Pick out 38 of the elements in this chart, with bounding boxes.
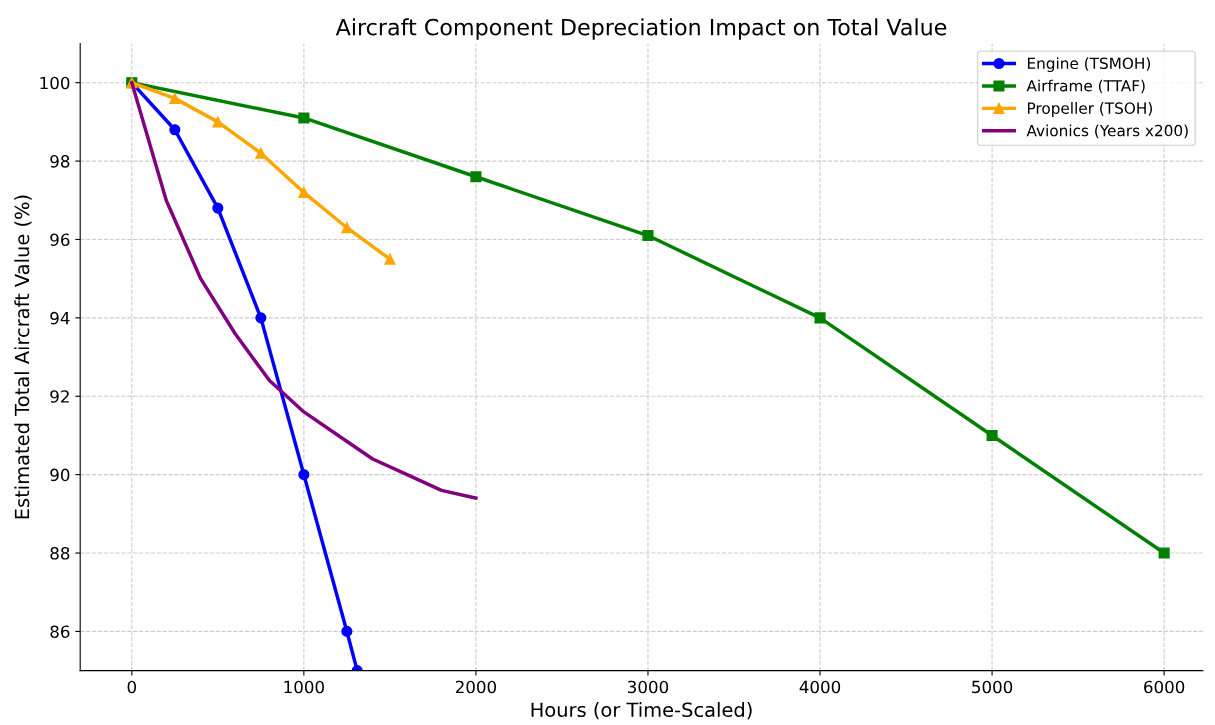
point: [470, 171, 482, 183]
y-tick-label: 94: [50, 311, 70, 325]
x-tick-label: 0: [127, 680, 136, 694]
x-tick-label: 4000: [799, 680, 841, 694]
x-tick-label: 6000: [1144, 680, 1185, 694]
point: [814, 312, 826, 324]
legend-label: Propeller (TSOH): [1027, 102, 1152, 117]
y-tick-label: 88: [50, 547, 70, 560]
y-axis-title: Estimated Total Aircraft Value (%): [14, 195, 32, 519]
point: [384, 253, 396, 265]
legend-label: Engine (TSMOH): [1027, 57, 1151, 73]
y-tick-label: 92: [50, 390, 69, 403]
y-tick-label: 96: [50, 233, 70, 247]
x-tick-label: 1000: [284, 680, 324, 694]
point: [212, 116, 224, 128]
point: [298, 112, 310, 124]
y-tick-label: 90: [50, 468, 70, 482]
point: [255, 312, 267, 324]
x-tick-label: 5000: [972, 680, 1013, 694]
y-tick-label: 100: [40, 76, 70, 90]
y-tick-label: 98: [50, 155, 70, 168]
legend-label: Avionics (Years x200): [1026, 124, 1188, 139]
point: [986, 429, 998, 442]
x-tick-label: 2000: [455, 680, 497, 694]
x-axis-title: Hours (or Time-Scaled): [531, 702, 752, 720]
point: [169, 124, 181, 136]
legend-label: Airframe (TTAF): [1026, 79, 1145, 94]
point: [212, 202, 224, 214]
x-tick-label: 3000: [628, 680, 669, 694]
point: [1158, 547, 1170, 559]
point: [642, 230, 654, 242]
point: [169, 92, 181, 104]
chart-title: Aircraft Component Depreciation Impact on Total Value: [335, 18, 947, 40]
point: [298, 469, 310, 481]
point: [341, 625, 353, 637]
point: [255, 147, 267, 159]
point: [341, 222, 353, 234]
y-tick-label: 86: [50, 625, 70, 638]
